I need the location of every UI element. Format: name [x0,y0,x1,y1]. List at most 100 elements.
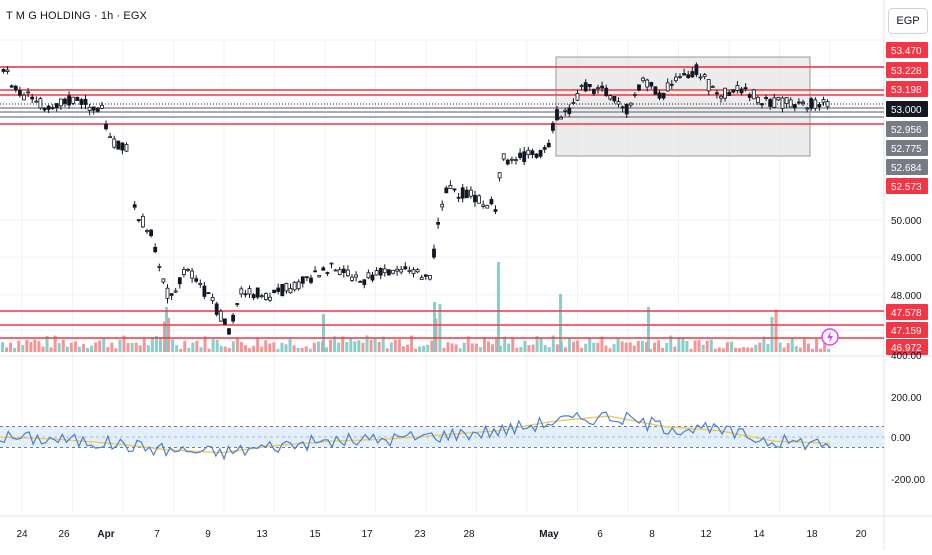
candle-body [633,93,637,96]
candle-body [268,296,272,301]
candle-body [17,90,22,96]
volume-bar [175,345,179,352]
volume-bar [53,335,57,352]
volume-bar [308,348,312,352]
candle-body [366,272,371,279]
volume-bar [393,339,397,352]
volume-bar [329,339,333,352]
currency-button[interactable]: EGP [888,8,928,34]
volume-bar [333,336,337,352]
volume-bar [632,345,636,352]
volume-bar [397,339,401,352]
candle-body [772,97,777,108]
candle-body [612,96,617,102]
volume-bar [268,343,272,352]
volume-bar [482,337,486,352]
candle-body [682,73,686,76]
candle-body [108,136,112,139]
price-tag-bg [886,322,928,338]
volume-bar [361,342,365,352]
volume-bar [511,337,515,352]
volume-bar [223,346,227,352]
candle-body [645,79,650,88]
candle-body [423,274,428,277]
volume-bar [572,341,576,352]
volume-bar [596,342,600,352]
volume-bar [661,347,665,352]
candle-body [497,172,502,179]
volume-bar [474,343,478,352]
candle-body [403,266,408,270]
volume-bar [616,337,620,352]
volume-bar [256,337,260,352]
candle-body [194,278,199,282]
volume-bar [37,341,41,352]
volume-bar [94,342,98,352]
volume-bar [433,302,436,352]
candle-body [739,88,744,94]
volume-bar [77,346,81,352]
candle-body [686,74,691,78]
candle-body [604,87,609,97]
volume-bar [551,335,555,352]
candle-body [546,142,551,148]
candle-body [399,269,404,273]
price-tag-label: 52.684 [891,163,922,174]
candle-body [415,269,420,273]
candle-body [657,92,662,99]
price-tag-label: 52.775 [891,144,922,155]
time-tick-label: 26 [58,529,70,540]
candle-body [30,96,35,100]
candle-body [296,281,301,290]
candle-body [210,297,215,302]
candle-body [71,96,76,104]
candle-body [620,106,625,109]
volume-bar [187,347,191,352]
volume-bar [677,337,681,352]
volume-bar [235,337,239,352]
candle-body [214,303,219,315]
volume-bar [519,347,523,352]
volume-bar [252,345,256,352]
volume-bar [770,316,774,352]
candle-body [665,82,670,92]
time-tick-label: 7 [154,529,160,540]
volume-bar [458,348,462,352]
candle-body [206,292,211,295]
candle-body [382,268,387,274]
candle-body [514,159,518,161]
candle-body [710,85,715,88]
candle-body [743,87,748,90]
volume-bar [507,343,511,352]
candle-body [653,86,658,95]
candle-body [239,288,244,295]
volume-bar [150,336,154,352]
price-tag-label: 53.228 [891,66,922,77]
volume-bar [487,341,490,352]
candle-body [337,269,342,275]
candle-body [661,92,666,99]
oscillator-tick-label: 400.00 [891,351,922,362]
candle-body [87,106,92,111]
price-tag-label: 47.578 [891,308,922,319]
volume-bar [179,348,183,352]
candle-body [596,87,600,90]
volume-bar [410,335,414,352]
price-tag-bg [886,81,928,97]
candle-body [776,97,781,101]
candle-body [559,117,563,120]
volume-bar [580,347,584,352]
candle-body [616,101,621,105]
oscillator-tick-label: -200.00 [891,475,925,486]
volume-bar [61,339,65,352]
volume-bar [118,339,122,352]
volume-bar [316,341,320,352]
candle-body [719,95,723,99]
volume-bar [725,342,729,352]
candle-body [551,122,555,131]
volume-bar [292,345,296,352]
volume-bar [778,342,782,352]
candle-body [243,293,248,296]
